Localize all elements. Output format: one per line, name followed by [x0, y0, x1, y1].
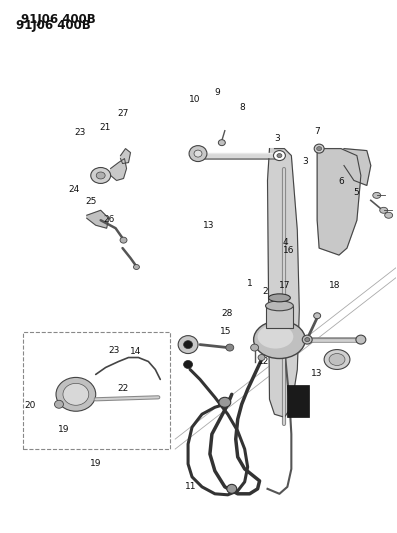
Ellipse shape — [380, 207, 387, 213]
Polygon shape — [87, 211, 109, 228]
Text: 14: 14 — [130, 347, 141, 356]
Bar — [287, 385, 309, 417]
Ellipse shape — [317, 147, 322, 151]
Ellipse shape — [266, 301, 293, 311]
Text: 13: 13 — [311, 369, 322, 378]
Text: 26: 26 — [103, 215, 114, 224]
Polygon shape — [121, 149, 131, 164]
Ellipse shape — [56, 377, 96, 411]
Ellipse shape — [189, 146, 207, 161]
Polygon shape — [317, 149, 361, 255]
Text: 25: 25 — [86, 197, 97, 206]
Ellipse shape — [54, 400, 64, 408]
Text: 7: 7 — [314, 127, 320, 136]
Ellipse shape — [356, 335, 366, 344]
Ellipse shape — [258, 325, 293, 349]
Text: 28: 28 — [221, 309, 233, 318]
Text: 2: 2 — [263, 287, 268, 296]
Ellipse shape — [302, 335, 312, 344]
Ellipse shape — [183, 360, 193, 368]
Text: 9: 9 — [214, 88, 220, 97]
Ellipse shape — [385, 212, 393, 218]
Text: 23: 23 — [75, 128, 86, 138]
Ellipse shape — [314, 313, 321, 319]
Ellipse shape — [219, 397, 231, 407]
Text: 91J06 400B: 91J06 400B — [16, 19, 91, 33]
Text: 16: 16 — [283, 246, 294, 255]
Ellipse shape — [226, 344, 234, 351]
Ellipse shape — [277, 154, 282, 158]
Text: 3: 3 — [274, 134, 280, 143]
Ellipse shape — [63, 383, 89, 405]
Text: 20: 20 — [24, 401, 35, 410]
Ellipse shape — [251, 344, 258, 351]
Text: 21: 21 — [99, 123, 110, 132]
Text: 19: 19 — [90, 459, 102, 468]
Text: 10: 10 — [189, 95, 200, 104]
Ellipse shape — [91, 167, 111, 183]
Text: 17: 17 — [279, 280, 290, 289]
Text: 19: 19 — [58, 425, 69, 434]
Text: 1: 1 — [247, 279, 252, 288]
Text: 4: 4 — [282, 238, 288, 247]
Text: 15: 15 — [220, 327, 232, 336]
Text: 91J06 400B: 91J06 400B — [21, 13, 96, 27]
Text: 22: 22 — [117, 384, 129, 393]
Text: 6: 6 — [338, 177, 344, 186]
Text: 27: 27 — [117, 109, 129, 118]
Ellipse shape — [96, 172, 105, 179]
Ellipse shape — [218, 140, 225, 146]
Text: 5: 5 — [353, 188, 359, 197]
Text: 12: 12 — [258, 358, 269, 367]
Ellipse shape — [178, 336, 198, 353]
Text: 11: 11 — [185, 482, 197, 491]
Ellipse shape — [268, 294, 290, 302]
Polygon shape — [344, 149, 371, 185]
Ellipse shape — [183, 341, 193, 349]
Ellipse shape — [324, 350, 350, 369]
Ellipse shape — [305, 337, 310, 342]
Ellipse shape — [274, 151, 285, 160]
Ellipse shape — [373, 192, 381, 198]
Ellipse shape — [258, 354, 265, 360]
Text: 8: 8 — [239, 103, 245, 112]
Ellipse shape — [194, 150, 202, 157]
Text: 13: 13 — [202, 221, 214, 230]
Ellipse shape — [314, 144, 324, 153]
Text: 18: 18 — [329, 280, 340, 289]
Ellipse shape — [227, 484, 237, 494]
Ellipse shape — [254, 321, 305, 359]
Ellipse shape — [329, 353, 345, 366]
Ellipse shape — [133, 264, 139, 270]
Polygon shape — [268, 149, 299, 417]
Text: 24: 24 — [69, 185, 80, 194]
Ellipse shape — [120, 237, 127, 243]
Polygon shape — [111, 158, 127, 181]
Text: 3: 3 — [302, 157, 308, 166]
Bar — [266, 306, 293, 328]
Text: 23: 23 — [108, 346, 119, 355]
Bar — [23, 332, 170, 449]
